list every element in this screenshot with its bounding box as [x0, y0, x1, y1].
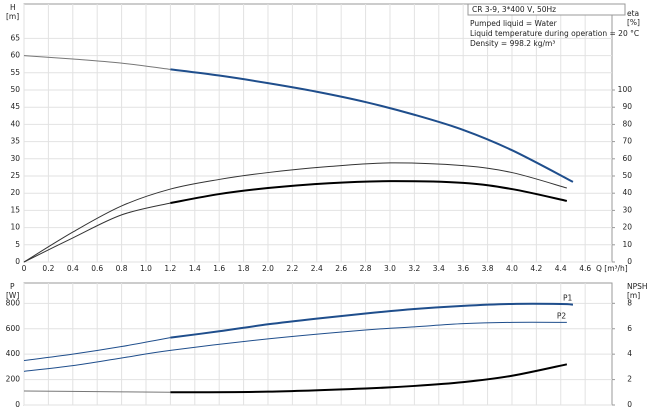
y2-axis-label: eta — [627, 9, 639, 18]
x-tick-label: 1.0 — [140, 264, 152, 273]
y2-tick-label: 6 — [627, 324, 632, 333]
y-axis-unit: [W] — [6, 291, 19, 300]
y2-tick-label: 100 — [618, 85, 633, 94]
y2-tick-label: 70 — [622, 137, 632, 146]
curve — [170, 68, 574, 183]
x-tick-label: 0 — [22, 264, 27, 273]
info-text: Pumped liquid = Water — [470, 19, 558, 28]
x-tick-label: 3.8 — [482, 264, 494, 273]
x-tick-label: 1.6 — [213, 264, 225, 273]
y-tick-label: 35 — [10, 137, 20, 146]
y2-tick-label: 60 — [622, 154, 632, 163]
y2-tick-label: 8 — [627, 298, 632, 307]
x-tick-label: 1.4 — [189, 264, 201, 273]
model-label: CR 3-9, 3*400 V, 50Hz — [472, 5, 556, 14]
x-tick-label: 0.2 — [42, 264, 54, 273]
y-tick-label: 600 — [6, 324, 21, 333]
y2-tick-label: 2 — [627, 375, 632, 384]
model-box — [467, 3, 626, 16]
x-tick-label: 2.4 — [311, 264, 323, 273]
y-tick-label: 55 — [10, 68, 20, 77]
x-tick-label: 0.8 — [116, 264, 128, 273]
y2-tick-label: 50 — [622, 171, 632, 180]
x-axis-label: Q [m³/h] — [596, 264, 628, 273]
curve — [23, 321, 567, 372]
x-tick-label: 4.4 — [555, 264, 567, 273]
y2-axis-unit: [%] — [627, 18, 640, 27]
y-tick-label: 15 — [10, 205, 20, 214]
y-axis-label: P — [10, 282, 15, 291]
y2-tick-label: 0 — [627, 400, 632, 409]
x-tick-label: 2.0 — [262, 264, 274, 273]
info-text: Liquid temperature during operation = 20… — [470, 29, 639, 38]
x-tick-label: 0.4 — [67, 264, 79, 273]
x-tick-label: 3.2 — [408, 264, 420, 273]
curve — [170, 180, 568, 204]
y-tick-label: 20 — [10, 188, 20, 197]
x-tick-label: 3.0 — [384, 264, 396, 273]
y2-axis-unit: [m] — [627, 291, 640, 300]
x-tick-label: 3.4 — [433, 264, 445, 273]
x-tick-label: 4.0 — [506, 264, 518, 273]
curve — [170, 302, 574, 339]
y-tick-label: 30 — [10, 154, 20, 163]
x-tick-label: 1.2 — [164, 264, 176, 273]
y2-tick-label: 80 — [622, 119, 632, 128]
y2-tick-label: 10 — [622, 240, 632, 249]
y-tick-label: 60 — [10, 51, 20, 60]
y-tick-label: 0 — [15, 400, 20, 409]
y-tick-label: 45 — [10, 102, 20, 111]
y-axis-unit: [m] — [6, 12, 19, 21]
y-tick-label: 800 — [6, 298, 21, 307]
y2-tick-label: 4 — [627, 349, 632, 358]
y2-tick-label: 30 — [622, 205, 632, 214]
info-text: Density = 998.2 kg/m³ — [470, 39, 555, 48]
y-tick-label: 200 — [6, 375, 21, 384]
y2-axis-label: NPSH — [627, 282, 648, 291]
x-tick-label: 4.2 — [530, 264, 542, 273]
y2-tick-label: 0 — [627, 257, 632, 266]
x-tick-label: 0.6 — [91, 264, 103, 273]
curve — [23, 390, 171, 393]
curve — [23, 162, 567, 263]
y-tick-label: 10 — [10, 223, 20, 232]
x-tick-label: 1.8 — [238, 264, 250, 273]
y2-tick-label: 40 — [622, 188, 632, 197]
curve — [23, 337, 171, 362]
y-tick-label: 5 — [15, 240, 20, 249]
y-axis-label: H — [10, 3, 16, 12]
curve — [170, 363, 568, 394]
y-tick-label: 50 — [10, 85, 20, 94]
x-tick-label: 3.6 — [457, 264, 469, 273]
y2-tick-label: 20 — [622, 223, 632, 232]
y2-tick-label: 90 — [622, 102, 632, 111]
curve-label: P1 — [563, 294, 573, 303]
x-tick-label: 2.6 — [335, 264, 347, 273]
curve — [23, 202, 171, 263]
plot-frame — [23, 282, 613, 406]
y-tick-label: 400 — [6, 349, 21, 358]
curve-label: P2 — [557, 311, 567, 320]
x-tick-label: 2.8 — [360, 264, 372, 273]
x-tick-label: 4.6 — [579, 264, 591, 273]
y-tick-label: 25 — [10, 171, 20, 180]
y-tick-label: 65 — [10, 33, 20, 42]
y-tick-label: 40 — [10, 119, 20, 128]
x-tick-label: 2.2 — [286, 264, 298, 273]
y-tick-label: 0 — [15, 257, 20, 266]
curve — [23, 55, 171, 70]
